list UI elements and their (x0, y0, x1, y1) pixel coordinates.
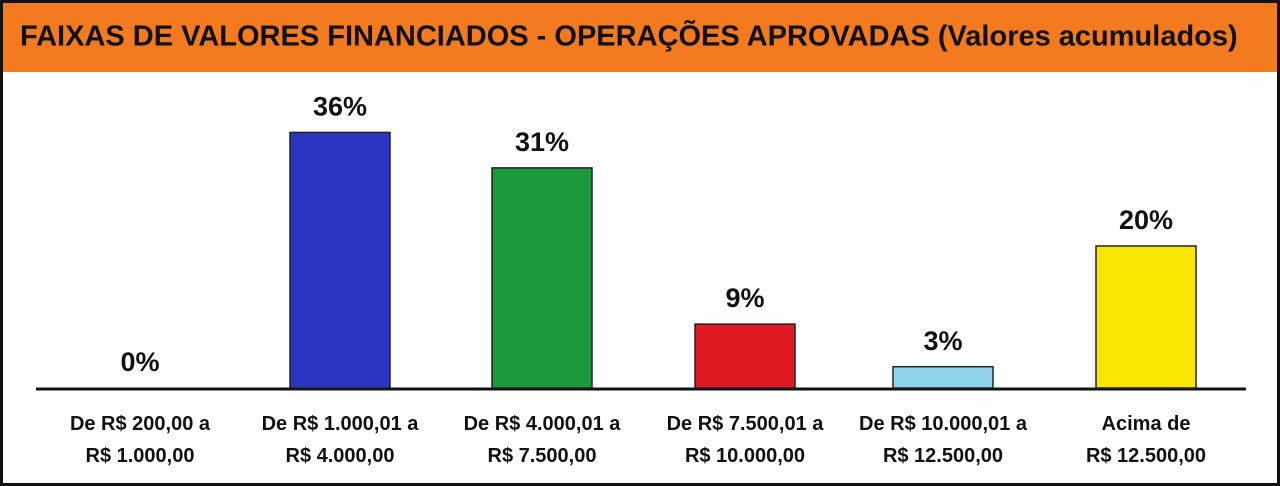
value-label: 3% (923, 326, 962, 356)
value-label: 36% (313, 92, 367, 122)
title-bar (0, 0, 1280, 72)
value-label: 31% (515, 127, 569, 157)
x-tick-label: De R$ 10.000,01 a R$ 12.500,00 (859, 413, 1027, 467)
x-tick-label: De R$ 1.000,01 a R$ 4.000,00 (261, 413, 419, 467)
bar (289, 131, 391, 389)
bar (892, 365, 994, 389)
x-tick-label: De R$ 4.000,01 a R$ 7.500,00 (463, 413, 621, 467)
bar (694, 323, 796, 389)
value-label: 20% (1119, 205, 1173, 235)
bar (491, 167, 593, 389)
value-label: 0% (120, 347, 159, 377)
x-tick-label: De R$ 7.500,01 a R$ 10.000,00 (666, 413, 824, 467)
x-tick-label: Acima de R$ 12.500,00 (1085, 413, 1207, 467)
bar (1095, 245, 1197, 389)
chart-title: FAIXAS DE VALORES FINANCIADOS - OPERAÇÕE… (20, 19, 1238, 53)
x-tick-label: De R$ 200,00 a R$ 1.000,00 (69, 413, 211, 467)
value-label: 9% (725, 283, 764, 313)
